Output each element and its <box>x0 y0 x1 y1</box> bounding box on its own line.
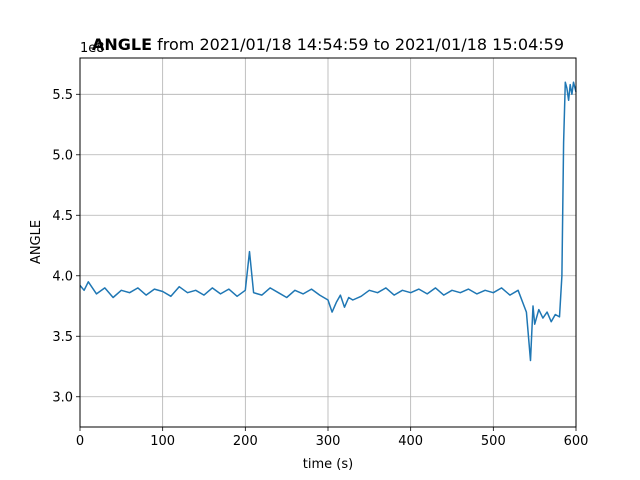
x-axis-ticks: 0 100 200 300 400 500 600 <box>76 427 589 449</box>
y-offset-text: 1e8 <box>80 41 105 56</box>
x-tick-label: 200 <box>233 434 258 449</box>
x-tick-label: 100 <box>150 434 175 449</box>
y-tick-label: 4.5 <box>52 209 73 224</box>
y-tick-label: 4.0 <box>52 269 73 284</box>
y-axis-ticks: 3.0 3.5 4.0 4.5 5.0 5.5 <box>52 88 80 405</box>
title-bold-part: ANGLE <box>92 35 152 54</box>
y-axis-label: ANGLE <box>29 220 44 264</box>
x-axis-label: time (s) <box>303 457 353 472</box>
x-tick-label: 600 <box>564 434 589 449</box>
y-tick-label: 3.0 <box>52 390 73 405</box>
y-tick-label: 5.0 <box>52 148 73 163</box>
y-tick-label: 3.5 <box>52 330 73 345</box>
chart-title: ANGLE from 2021/01/18 14:54:59 to 2021/0… <box>92 35 564 54</box>
series-group <box>79 81 577 362</box>
x-tick-label: 500 <box>481 434 506 449</box>
title-rest-part: from 2021/01/18 14:54:59 to 2021/01/18 1… <box>152 35 564 54</box>
x-tick-label: 400 <box>398 434 423 449</box>
grid-lines <box>79 58 577 427</box>
series-line <box>79 81 577 362</box>
y-tick-label: 5.5 <box>52 88 73 103</box>
x-tick-label: 0 <box>76 434 84 449</box>
x-tick-label: 300 <box>316 434 341 449</box>
